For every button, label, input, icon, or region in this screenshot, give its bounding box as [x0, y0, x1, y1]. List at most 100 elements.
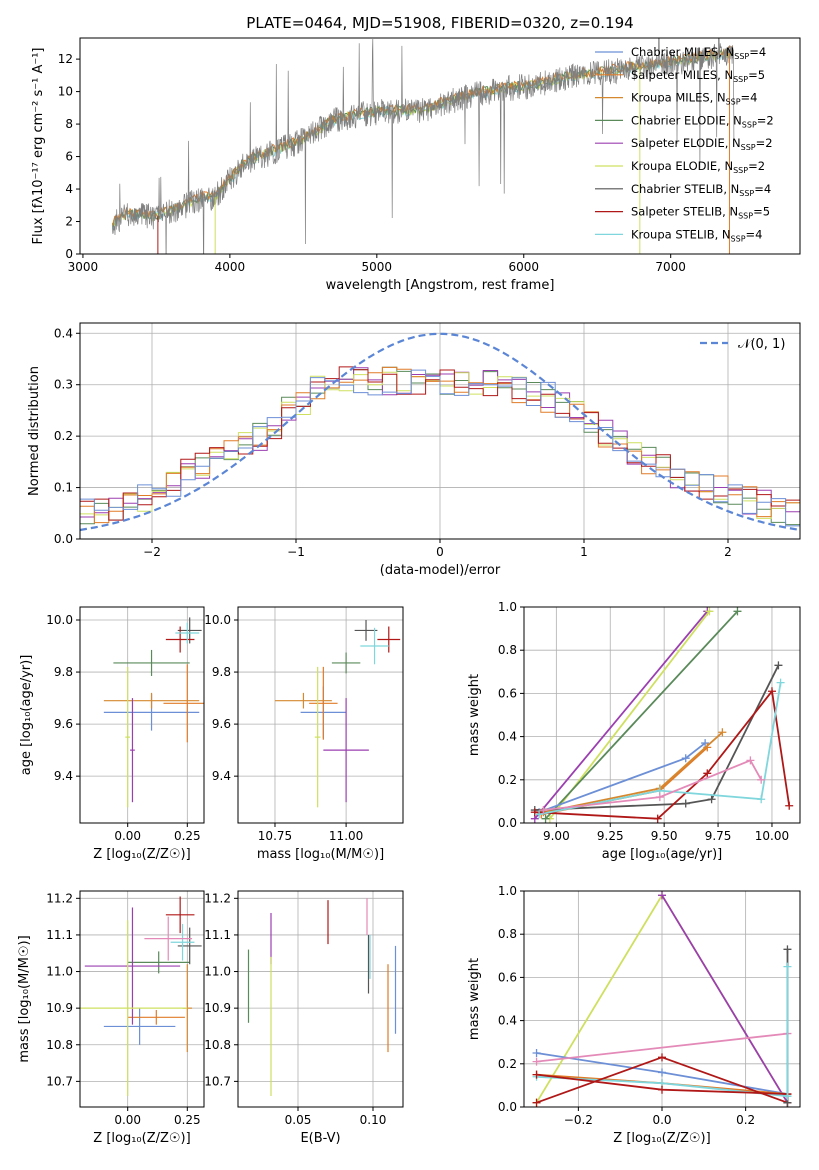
- y-tick-label: 10: [58, 85, 73, 99]
- y-tick-label: 10.7: [204, 1074, 231, 1088]
- x-tick-label: 0.2: [736, 1113, 755, 1127]
- x-axis-label: (data-model)/error: [380, 563, 501, 578]
- series-marker: [658, 1068, 666, 1077]
- y-axis-label: mass weight: [467, 674, 482, 756]
- legend-label: Salpeter ELODIE, NSSP=2: [631, 136, 773, 152]
- panel-Z-mass: 0.00 0.25 10.7 10.8 10.9 11.0 11.1 11.2 Z [log₁₀…: [17, 890, 205, 1146]
- y-tick-label: 10.9: [204, 1001, 231, 1015]
- x-tick-label: 0.25: [174, 1113, 201, 1127]
- y-tick-label: 9.4: [54, 769, 73, 783]
- x-tick-label: 0.05: [285, 1113, 312, 1127]
- axes-frame: [237, 606, 404, 824]
- y-tick-label: 0.4: [498, 730, 517, 744]
- legend-label: Kroupa ELODIE, NSSP=2: [631, 159, 765, 175]
- legend-label: Kroupa STELIB, NSSP=4: [631, 227, 762, 243]
- x-axis-label: Z [log₁₀(Z/Z☉)]: [613, 1131, 710, 1146]
- x-tick-label: 0.25: [174, 829, 201, 843]
- y-tick-label: 10.8: [46, 1038, 73, 1052]
- x-tick-label: 3000: [68, 260, 99, 274]
- figure-title: PLATE=0464, MJD=51908, FIBERID=0320, z=0…: [246, 14, 633, 32]
- legend-label: Chabrier ELODIE, NSSP=2: [631, 113, 774, 129]
- series-marker: [658, 1085, 666, 1094]
- y-tick-label: 10.9: [46, 1001, 73, 1015]
- series-marker: [681, 799, 690, 808]
- series-marker: [705, 607, 714, 616]
- legend-tail: =4: [749, 45, 766, 59]
- series-marker: [733, 607, 742, 616]
- series-marker: [532, 1070, 541, 1079]
- y-tick-label: 4: [65, 182, 73, 196]
- legend-label: Chabrier STELIB, NSSP=4: [631, 182, 771, 198]
- x-tick-label: 1: [580, 545, 588, 559]
- x-tick-label: 9.75: [705, 829, 732, 843]
- x-axis-label: mass [log₁₀(M/M☉)]: [257, 847, 384, 862]
- x-tick-label: 4000: [215, 260, 246, 274]
- x-tick-label: 10.00: [755, 829, 789, 843]
- x-tick-label: 9.50: [651, 829, 678, 843]
- plot-area: [238, 891, 403, 1107]
- y-tick-label: 1.0: [498, 600, 517, 614]
- x-tick-label: 0.0: [652, 1113, 671, 1127]
- x-tick-label: 0.00: [114, 1113, 141, 1127]
- legend-subscript: SSP: [742, 120, 757, 129]
- y-tick-label: 10.0: [46, 613, 73, 627]
- x-tick-label: 0: [436, 545, 444, 559]
- legend-tail: =5: [748, 68, 765, 82]
- series-marker: [653, 814, 662, 823]
- y-tick-label: 0.4: [54, 326, 73, 340]
- series-line: [538, 682, 782, 816]
- x-tick-label: 5000: [362, 260, 393, 274]
- y-axis-label: Flux [fλ10⁻¹⁷ erg cm⁻² s⁻¹ A⁻¹]: [31, 48, 46, 245]
- series-marker: [783, 962, 792, 971]
- x-tick-label: 7000: [655, 260, 686, 274]
- y-tick-label: 0.2: [498, 1057, 517, 1071]
- series-line: [534, 610, 708, 820]
- series-marker: [746, 756, 755, 765]
- series-marker: [767, 687, 776, 696]
- y-axis-label: age [log₁₀(age/yr)]: [19, 655, 34, 776]
- series-marker: [532, 1049, 541, 1057]
- plot-area: [524, 607, 800, 823]
- y-tick-label: 0.1: [54, 481, 73, 495]
- normal-curve: [80, 332, 798, 532]
- series-marker: [535, 810, 544, 819]
- series-line: [534, 664, 780, 811]
- axes-frame: [237, 890, 404, 1108]
- panel-mass-age: 10.75 11.00 9.4 9.6 9.8 10.0 mass [log₁₀(M/M☉)…: [204, 606, 404, 862]
- series-marker: [757, 795, 766, 804]
- y-tick-label: 11.0: [46, 965, 73, 979]
- y-tick-label: 0.2: [498, 773, 517, 787]
- series-marker: [539, 806, 548, 815]
- series-marker: [681, 754, 690, 763]
- series-marker: [658, 891, 666, 900]
- y-tick-label: 0.0: [498, 1100, 517, 1114]
- series-marker: [532, 1057, 541, 1066]
- series-marker: [541, 814, 550, 823]
- series-marker: [783, 1092, 792, 1101]
- y-tick-label: 0.0: [54, 532, 73, 546]
- plot-area: [80, 891, 204, 1107]
- series-marker: [707, 795, 716, 804]
- series-line: [544, 610, 739, 820]
- y-tick-label: 9.6: [212, 717, 231, 731]
- legend-tail: =4: [741, 91, 758, 105]
- series-line: [536, 1032, 788, 1063]
- x-tick-label: 0.00: [114, 829, 141, 843]
- x-axis-label: Z [log₁₀(Z/Z☉)]: [93, 1131, 190, 1146]
- panel-age-weight: 9.00 9.25 9.50 9.75 10.00 0.0 0.2 0.4 0.6 0.8 1.0 a…: [467, 600, 801, 862]
- y-axis-label: mass weight: [467, 958, 482, 1040]
- x-tick-label: 9.25: [597, 829, 624, 843]
- histogram-chabrier-miles: [80, 369, 800, 527]
- x-axis-label: Z [log₁₀(Z/Z☉)]: [93, 847, 190, 862]
- legend-subscript: SSP: [731, 234, 746, 243]
- y-tick-label: 10.7: [46, 1074, 73, 1088]
- y-tick-label: 0: [65, 247, 73, 261]
- plot-area: [80, 607, 204, 823]
- x-tick-label: 6000: [508, 260, 539, 274]
- x-tick-label: −0.2: [564, 1113, 593, 1127]
- series-marker: [655, 793, 664, 802]
- x-tick-label: −1: [287, 545, 305, 559]
- y-tick-label: 2: [65, 215, 73, 229]
- axes-frame: [79, 37, 801, 255]
- legend-subscript: SSP: [738, 212, 753, 221]
